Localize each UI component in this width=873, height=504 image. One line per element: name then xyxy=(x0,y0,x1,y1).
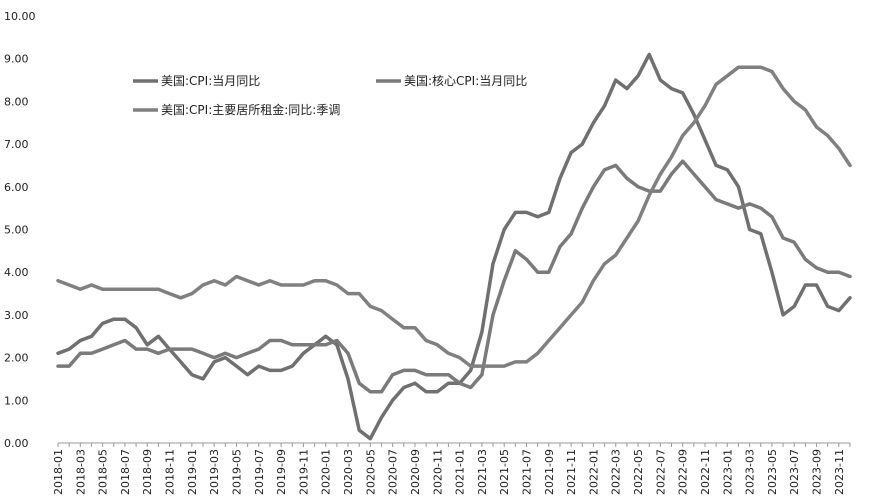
y-tick-label: 2.00 xyxy=(4,352,29,365)
y-tick-label: 8.00 xyxy=(4,95,29,108)
legend-label-cpi: 美国:CPI:当月同比 xyxy=(161,74,260,88)
x-axis: 2018-01 2018-03 2018-05 2018-07 2018-09 2018-… xyxy=(52,442,851,495)
x-tick-label: 2022-05 xyxy=(632,449,645,495)
legend-label-core-cpi: 美国:核心CPI:当月同比 xyxy=(404,74,527,88)
x-tick-label: 2019-01 xyxy=(186,449,199,495)
x-tick-label: 2022-03 xyxy=(610,449,623,495)
x-tick-label: 2022-07 xyxy=(654,449,667,495)
series-line-2 xyxy=(56,65,852,368)
y-tick-label: 4.00 xyxy=(4,266,29,279)
x-tick-label: 2023-05 xyxy=(766,449,779,495)
x-tick-label: 2020-03 xyxy=(342,449,355,495)
legend-item-cpi: 美国:CPI:当月同比 xyxy=(133,74,260,88)
x-tick-label: 2023-01 xyxy=(721,449,734,495)
x-tick-label: 2018-01 xyxy=(52,449,65,495)
x-tick-label: 2021-07 xyxy=(521,449,534,495)
series-line-1 xyxy=(56,159,852,394)
y-tick-label: 3.00 xyxy=(4,309,29,322)
legend-item-rent: 美国:CPI:主要居所租金:同比:季调 xyxy=(133,102,340,117)
y-tick-label: 5.00 xyxy=(4,224,29,237)
legend-label-rent: 美国:CPI:主要居所租金:同比:季调 xyxy=(161,102,340,117)
x-tick-label: 2022-01 xyxy=(587,449,600,495)
y-tick-label: 0.00 xyxy=(4,437,29,450)
x-tick-label: 2018-03 xyxy=(74,449,87,495)
series-line-0 xyxy=(56,52,852,441)
x-tick-label: 2019-05 xyxy=(230,449,243,495)
legend: 美国:CPI:当月同比 美国:核心CPI:当月同比 美国:CPI:主要居所租金:… xyxy=(133,74,527,117)
x-tick-label: 2018-09 xyxy=(141,449,154,495)
x-tick-label: 2019-11 xyxy=(297,449,310,495)
x-tick-label: 2020-07 xyxy=(387,449,400,495)
x-tick-label: 2020-09 xyxy=(409,449,422,495)
y-tick-label: 1.00 xyxy=(4,394,29,407)
x-tick-label: 2018-05 xyxy=(97,449,110,495)
x-tick-label: 2021-09 xyxy=(543,449,556,495)
x-tick-label: 2018-07 xyxy=(119,449,132,495)
y-tick-label: 10.00 xyxy=(4,10,36,23)
x-tick-label: 2019-03 xyxy=(208,449,221,495)
y-tick-label: 6.00 xyxy=(4,181,29,194)
x-tick-label: 2021-01 xyxy=(454,449,467,495)
x-tick-label: 2021-03 xyxy=(476,449,489,495)
x-tick-label: 2020-11 xyxy=(431,449,444,495)
x-tick-label: 2020-05 xyxy=(364,449,377,495)
x-tick-label: 2022-09 xyxy=(677,449,690,495)
x-tick-label: 2022-11 xyxy=(699,449,712,495)
x-tick-label: 2020-01 xyxy=(320,449,333,495)
y-tick-label: 7.00 xyxy=(4,138,29,151)
x-tick-label: 2023-03 xyxy=(744,449,757,495)
y-axis: 0.00 1.00 2.00 3.00 4.00 5.00 6.00 7.00 8.00 9.00… xyxy=(4,10,36,450)
y-tick-label: 9.00 xyxy=(4,53,29,66)
series-layer xyxy=(56,52,852,441)
x-tick-label: 2023-11 xyxy=(833,449,846,495)
x-tick-label: 2021-11 xyxy=(565,449,578,495)
x-tick-label: 2018-11 xyxy=(164,449,177,495)
x-tick-label: 2023-07 xyxy=(788,449,801,495)
x-tick-label: 2021-05 xyxy=(498,449,511,495)
x-tick-label: 2019-07 xyxy=(253,449,266,495)
x-tick-label: 2023-09 xyxy=(811,449,824,495)
legend-item-core-cpi: 美国:核心CPI:当月同比 xyxy=(376,74,527,88)
x-tick-label: 2019-09 xyxy=(275,449,288,495)
